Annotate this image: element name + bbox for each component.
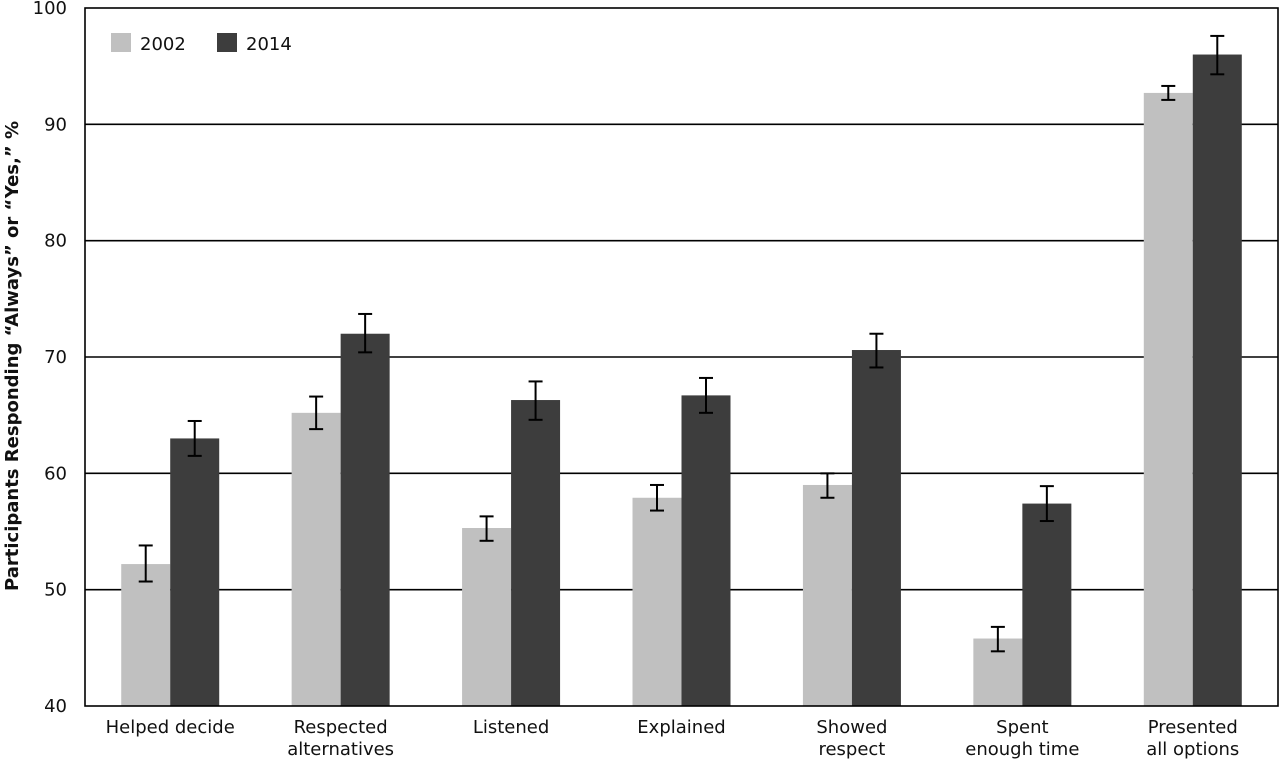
x-category-label-line: Spent [996,717,1048,738]
x-category-label: Showed respect [816,717,887,760]
x-category-label: Presented all options [1146,717,1239,760]
y-tick-label: 100 [33,0,67,19]
x-category-label-line: Listened [473,717,549,738]
x-category-label-line: Respected [294,717,388,738]
labels: 40 50 60 70 80 90 100 Helped decide Respected alt… [33,0,1240,760]
y-axis-title: Participants Responding “Always” or “Yes… [2,121,23,591]
gridlines [85,123,1278,591]
bar-2014 [851,350,901,706]
bar-2002 [802,484,852,706]
bar-2002 [632,497,682,706]
bar-2014 [1022,503,1072,706]
bar-2002 [462,528,512,706]
x-category-label: Spent enough time [965,717,1079,760]
x-category-label: Listened [473,717,549,738]
legend: 2002 2014 [111,33,292,55]
bar-2002 [291,412,341,706]
x-category-label-line: Showed [816,717,887,738]
bars [121,34,1242,707]
bar-2014 [340,333,390,706]
legend-label-2014: 2014 [246,34,292,55]
x-category-label-line: all options [1146,739,1239,760]
y-tick-label: 70 [44,347,67,368]
y-tick-label: 90 [44,114,67,135]
x-category-label-line: Helped decide [106,717,235,738]
legend-label-2002: 2002 [140,34,186,55]
bar-2002 [1143,92,1193,706]
x-category-label-line: Explained [637,717,725,738]
y-tick-label: 50 [44,580,67,601]
x-category-label: Respected alternatives [287,717,394,760]
axes [84,7,1279,707]
y-tick-label: 80 [44,231,67,252]
bar-2014 [170,438,220,706]
y-tick-label: 40 [44,696,67,717]
x-category-label-line: alternatives [287,739,394,760]
x-category-label-line: respect [818,739,885,760]
bar-2014 [681,395,731,706]
bar-2014 [1192,54,1242,707]
bar-2014 [511,400,561,706]
x-category-label-line: Presented [1148,717,1238,738]
x-category-label: Explained [637,717,725,738]
legend-swatch-2014 [217,33,237,52]
plot-frame [84,7,1279,707]
legend-swatch-2002 [111,33,131,52]
x-category-label: Helped decide [106,717,235,738]
bar-2002 [121,564,171,706]
y-tick-label: 60 [44,463,67,484]
x-category-label-line: enough time [965,739,1079,760]
